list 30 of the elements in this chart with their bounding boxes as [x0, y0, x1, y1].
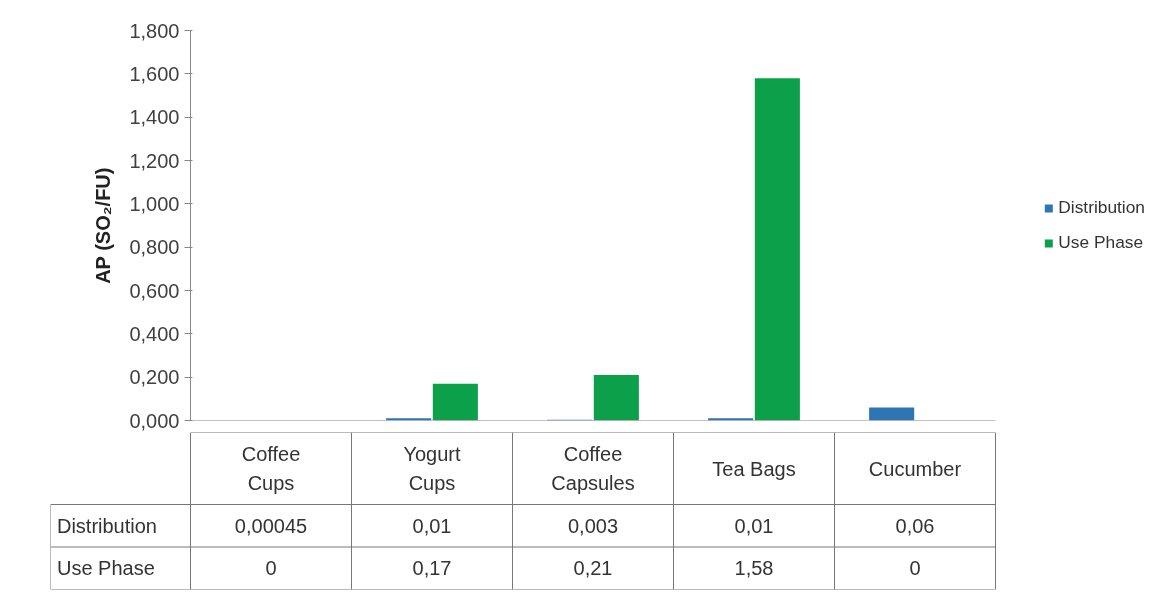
y-tick-label: 0,000 [129, 409, 180, 432]
legend-label: Use Phase [1058, 232, 1144, 253]
y-tick-label: 0,200 [129, 366, 180, 389]
y-tick-label: 1,600 [129, 62, 180, 85]
y-tick-label: 0,800 [129, 236, 180, 259]
data-label: 0 [909, 557, 921, 580]
y-axis-title: AP (SO₂/FU) [92, 167, 115, 284]
text: Use Phase [56, 557, 155, 580]
y-tick-label: 1,000 [129, 192, 180, 215]
y-tick-label: 1,400 [129, 106, 180, 129]
data-label: 0,06 [895, 514, 935, 537]
x-tick-label: Cucumber [868, 457, 962, 480]
y-tick-label: 0,400 [129, 322, 180, 345]
legend-label: Distribution [1058, 197, 1145, 218]
data-label: 0,003 [567, 514, 619, 537]
data-label: 0,17 [412, 557, 452, 580]
data-label: 0 [265, 557, 277, 580]
text: Distribution [56, 514, 157, 537]
x-tick-label: Coffee Capsules [551, 443, 635, 494]
data-label: 1,58 [734, 557, 774, 580]
y-tick-label: 0,600 [129, 279, 180, 302]
x-tick-label: Tea Bags [712, 457, 796, 480]
data-label: 0,01 [412, 514, 452, 537]
data-label: 0,00045 [234, 514, 308, 537]
data-label: 0,21 [573, 557, 613, 580]
x-tick-label: Coffee Cups [241, 443, 301, 494]
data-label: 0,01 [734, 514, 774, 537]
x-tick-label: Yogurt Cups [403, 443, 461, 494]
y-tick-label: 1,800 [129, 19, 180, 42]
y-tick-label: 1,200 [129, 149, 180, 172]
